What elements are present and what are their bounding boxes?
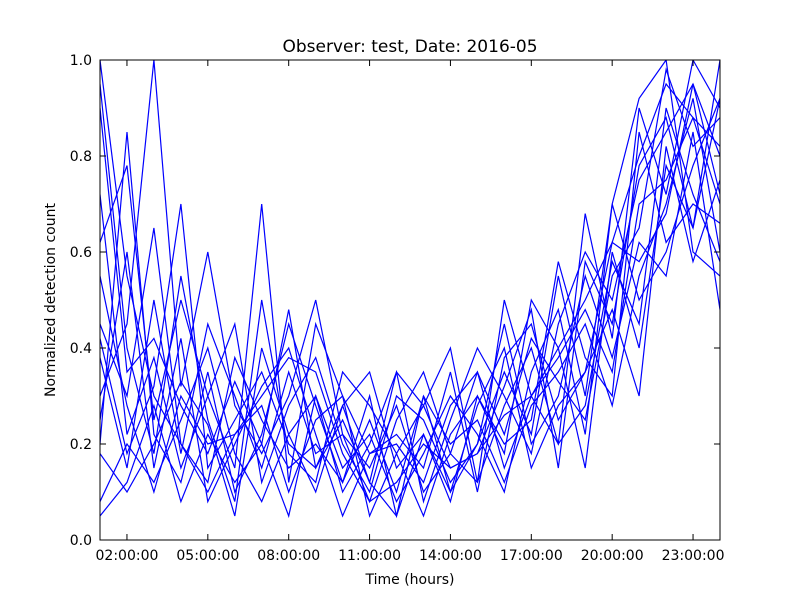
series-line-8 xyxy=(100,146,720,518)
x-tick-label: 20:00:00 xyxy=(581,548,644,564)
series-line-11 xyxy=(100,83,720,518)
x-tick-label: 11:00:00 xyxy=(338,548,401,564)
series-line-10 xyxy=(100,98,720,519)
series-line-12 xyxy=(100,107,720,504)
series-line-15 xyxy=(100,98,720,485)
x-tick-label: 14:00:00 xyxy=(419,548,482,564)
x-tick-label: 08:00:00 xyxy=(257,548,320,564)
y-axis-label: Normalized detection count xyxy=(43,203,59,397)
series-line-13 xyxy=(100,116,720,495)
x-tick-label: 02:00:00 xyxy=(96,548,159,564)
x-tick-label: 23:00:00 xyxy=(662,548,725,564)
y-tick-label: 0.2 xyxy=(70,437,92,453)
series-line-14 xyxy=(100,83,720,519)
plot-frame xyxy=(99,59,721,541)
x-axis-label: Time (hours) xyxy=(365,572,455,588)
series-line-9 xyxy=(100,131,720,494)
series-line-3 xyxy=(100,82,720,517)
y-tick-label: 0.6 xyxy=(70,245,92,261)
y-tick-label: 0.8 xyxy=(70,149,92,165)
chart-title: Observer: test, Date: 2016-05 xyxy=(282,37,537,57)
x-tick-label: 05:00:00 xyxy=(176,548,239,564)
y-tick-label: 0.4 xyxy=(70,341,92,357)
y-tick-label: 1.0 xyxy=(70,53,92,69)
y-tick-label: 0.0 xyxy=(70,533,92,549)
x-tick-label: 17:00:00 xyxy=(500,548,563,564)
